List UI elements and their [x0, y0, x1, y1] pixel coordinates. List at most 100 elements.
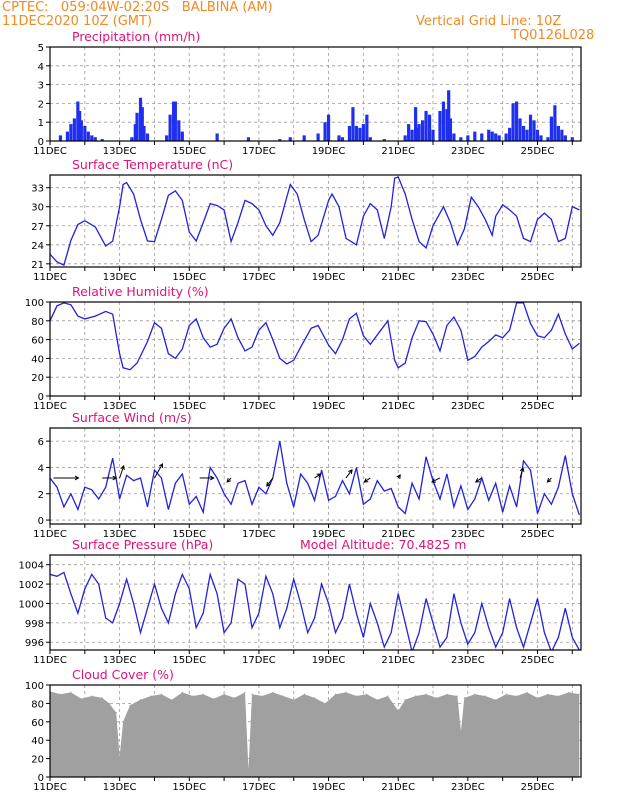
series-point	[349, 583, 350, 585]
series-point	[418, 320, 420, 322]
precip-bar	[452, 133, 456, 141]
series-point	[495, 215, 497, 217]
series-point	[216, 477, 218, 479]
precip-bar	[414, 107, 418, 141]
wind-arrow-head	[363, 478, 369, 483]
precip-bar	[497, 135, 501, 141]
series-point	[237, 222, 239, 223]
cloud-point	[202, 693, 204, 695]
x-tick-label: 19DEC	[312, 529, 346, 540]
precip-bar	[560, 129, 564, 141]
precip-bar	[173, 101, 177, 141]
series-point	[335, 353, 336, 355]
precip-bar	[539, 135, 543, 141]
series-point	[230, 622, 232, 624]
series-point	[136, 362, 138, 364]
series-point	[544, 632, 545, 633]
y-tick-label: 20	[31, 373, 44, 384]
precip-bar	[365, 114, 369, 141]
series-point	[63, 572, 65, 573]
series-point	[223, 327, 225, 329]
series-point	[495, 334, 497, 336]
series-point	[530, 241, 531, 243]
precip-bar	[65, 131, 70, 141]
cloud-point	[261, 695, 263, 697]
series-point	[450, 222, 451, 223]
series-point	[509, 485, 511, 487]
precip-bar	[135, 112, 139, 141]
series-point	[397, 367, 399, 369]
panel-frame	[49, 301, 582, 397]
series-point	[133, 480, 134, 482]
x-tick-label: 17DEC	[242, 655, 276, 666]
series-point	[230, 503, 232, 505]
y-tick-label: 1002	[19, 580, 44, 591]
x-tick-label: 21DEC	[381, 146, 415, 157]
panel-frame	[49, 174, 582, 268]
series-point	[432, 225, 434, 227]
series-point	[195, 318, 197, 320]
series-point	[362, 215, 364, 217]
series-point	[564, 238, 566, 239]
cloud-point	[415, 695, 417, 697]
series-point	[314, 499, 316, 501]
series-point	[516, 215, 517, 217]
precip-bar	[326, 114, 331, 141]
precip-bar	[323, 122, 327, 141]
cloud-point	[324, 702, 326, 705]
series-point	[349, 318, 350, 320]
precip-bar	[514, 101, 519, 141]
cloud-point	[119, 756, 121, 758]
series-point	[56, 261, 58, 263]
series-point	[105, 486, 107, 488]
y-tick-label: 40	[31, 354, 44, 365]
precip-bar	[347, 125, 352, 141]
series-point	[571, 206, 573, 208]
series-point	[474, 498, 476, 500]
series-point	[188, 503, 190, 505]
series-point	[272, 234, 274, 236]
series-point	[544, 337, 545, 339]
cloud-point	[223, 693, 225, 695]
y-tick-label: 33	[31, 184, 44, 195]
precip-bar	[288, 137, 292, 141]
cloud-point	[547, 693, 549, 695]
series-point	[516, 627, 517, 629]
series-point	[310, 327, 312, 329]
series-point	[223, 209, 225, 211]
x-tick-label: 13DEC	[103, 529, 137, 540]
wind-arrow-head	[266, 481, 271, 487]
wind-arrow	[314, 473, 321, 479]
series-point	[188, 325, 190, 326]
series-point	[307, 482, 309, 484]
precip-bar	[100, 139, 104, 141]
cloud-point	[387, 695, 389, 697]
series-point	[394, 359, 396, 361]
precip-bar	[358, 127, 362, 141]
precip-bar	[420, 120, 425, 141]
x-tick-label: 23DEC	[451, 529, 485, 540]
series-point	[557, 636, 559, 638]
series-point	[557, 241, 559, 243]
x-tick-label: 11DEC	[33, 655, 67, 666]
series-point	[56, 486, 58, 488]
cloud-point	[80, 698, 82, 700]
series-point	[551, 219, 552, 220]
series-point	[460, 329, 462, 331]
series-point	[84, 220, 86, 222]
series-point	[202, 612, 204, 614]
x-tick-label: 15DEC	[172, 782, 206, 793]
precip-bar	[466, 135, 470, 141]
precip-bar	[140, 107, 144, 141]
x-tick-label: 11DEC	[33, 529, 67, 540]
cloud-point	[181, 691, 183, 693]
series-point	[230, 241, 232, 243]
series-point	[537, 598, 538, 600]
precip-bar	[508, 127, 512, 141]
series-point	[338, 206, 340, 208]
series-point	[154, 469, 155, 471]
series-point	[484, 219, 486, 220]
series-point	[122, 367, 124, 369]
series-point	[258, 612, 260, 614]
series-point	[523, 460, 524, 462]
